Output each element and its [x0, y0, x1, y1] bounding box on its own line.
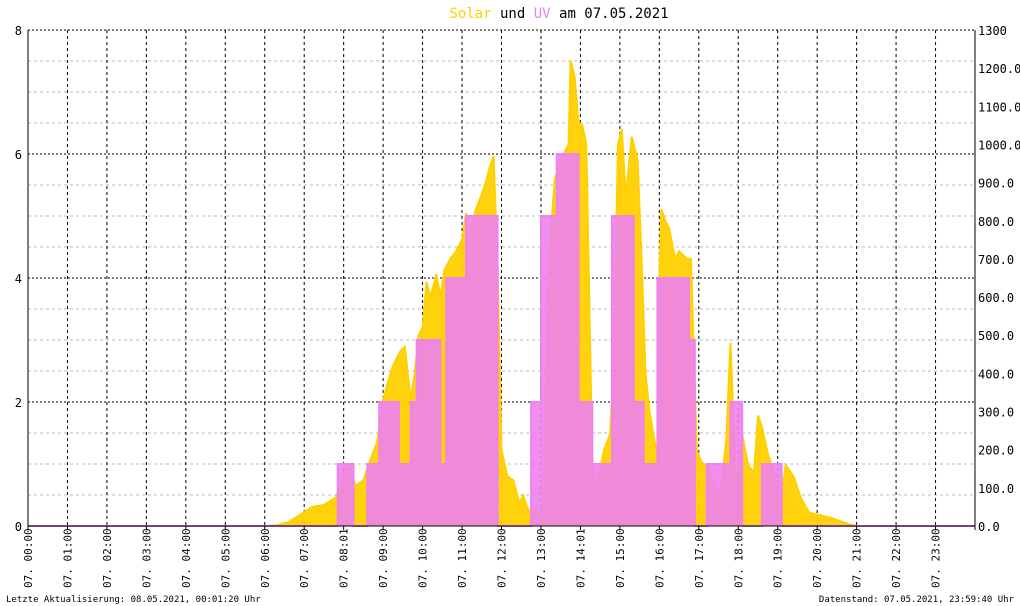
uv-line — [28, 153, 975, 527]
x-tick-label: 07. 13:00 — [535, 528, 548, 588]
x-tick-label: 07. 20:00 — [811, 528, 824, 588]
series-layer — [28, 60, 975, 527]
y-right-tick-label: 1100.0 — [978, 100, 1020, 114]
x-tick-label: 07. 16:00 — [653, 528, 666, 588]
footer-data-status: Datenstand: 07.05.2021, 23:59:40 Uhr — [819, 595, 1015, 605]
x-tick-label: 07. 23:00 — [930, 528, 943, 588]
y-right-tick-label: 800.0 — [978, 215, 1014, 229]
footer-last-update: Letzte Aktualisierung: 08.05.2021, 00:01… — [6, 595, 261, 605]
title-date: am 07.05.2021 — [559, 6, 669, 22]
y-right-tick-label: 100.0 — [978, 482, 1014, 496]
x-tick-label: 07. 02:00 — [101, 528, 114, 588]
x-tick-label: 07. 04:00 — [180, 528, 193, 588]
x-tick-label: 07. 09:00 — [377, 528, 390, 588]
y-left-tick-label: 4 — [15, 272, 22, 286]
y-left-tick-label: 6 — [15, 148, 22, 162]
x-tick-label: 07. 05:00 — [219, 528, 232, 588]
x-tick-label: 07. 12:00 — [496, 528, 509, 588]
tick-labels: 0 2 4 6 8 0.0 100.0 200.0 300.0 400.0 500.0 600.0 70… — [15, 24, 1020, 588]
x-tick-label: 07. 14:01 — [574, 528, 587, 588]
axes — [27, 30, 976, 530]
x-tick-label: 07. 07:00 — [298, 528, 311, 588]
x-tick-label: 07. 10:00 — [417, 528, 430, 588]
y-right-tick-label: 1300 — [978, 24, 1007, 38]
y-right-tick-label: 700.0 — [978, 253, 1014, 267]
x-tick-label: 07. 17:00 — [693, 528, 706, 588]
x-tick-label: 07. 08:01 — [338, 528, 351, 588]
x-tick-label: 07. 11:00 — [456, 528, 469, 588]
y-left-tick-label: 0 — [15, 520, 22, 534]
title-solar: Solar — [449, 6, 491, 22]
x-tick-label: 07. 00:00 — [22, 528, 35, 588]
x-tick-label: 07. 22:00 — [890, 528, 903, 588]
y-right-tick-label: 1000.0 — [978, 138, 1020, 152]
x-tick-label: 07. 15:00 — [614, 528, 627, 588]
x-tick-label: 07. 01:00 — [61, 528, 74, 588]
y-right-tick-label: 400.0 — [978, 367, 1014, 381]
x-tick-label: 07. 03:00 — [140, 528, 153, 588]
solar-area — [28, 60, 975, 526]
y-left-tick-label: 8 — [15, 24, 22, 38]
y-right-tick-label: 300.0 — [978, 406, 1014, 420]
x-tick-label: 07. 19:00 — [772, 528, 785, 588]
y-right-tick-label: 500.0 — [978, 329, 1014, 343]
uv-area — [28, 154, 975, 526]
y-right-tick-label: 900.0 — [978, 177, 1014, 191]
title-und: und — [500, 6, 525, 22]
y-right-tick-label: 600.0 — [978, 291, 1014, 305]
x-tick-label: 07. 18:00 — [732, 528, 745, 588]
chart-title: Solar und UV am 07.05.2021 — [449, 6, 668, 22]
title-uv: UV — [534, 6, 551, 22]
y-left-tick-label: 2 — [15, 396, 22, 410]
y-right-tick-label: 0.0 — [978, 520, 1000, 534]
x-tick-label: 07. 06:00 — [259, 528, 272, 588]
x-tick-label: 07. 21:00 — [851, 528, 864, 588]
y-right-tick-label: 200.0 — [978, 444, 1014, 458]
y-right-tick-label: 1200.0 — [978, 62, 1020, 76]
